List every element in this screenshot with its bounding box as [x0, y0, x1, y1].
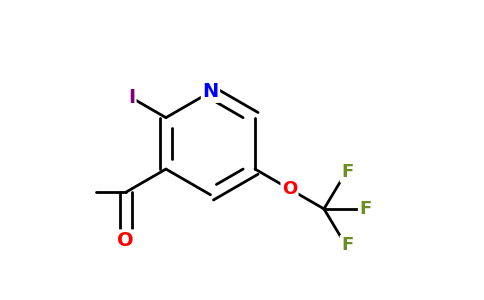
Text: O: O [118, 231, 134, 250]
Text: O: O [282, 180, 297, 198]
Text: F: F [359, 200, 372, 218]
Text: F: F [341, 236, 353, 254]
Text: F: F [341, 164, 353, 181]
Text: I: I [128, 88, 135, 107]
Text: N: N [202, 82, 219, 101]
